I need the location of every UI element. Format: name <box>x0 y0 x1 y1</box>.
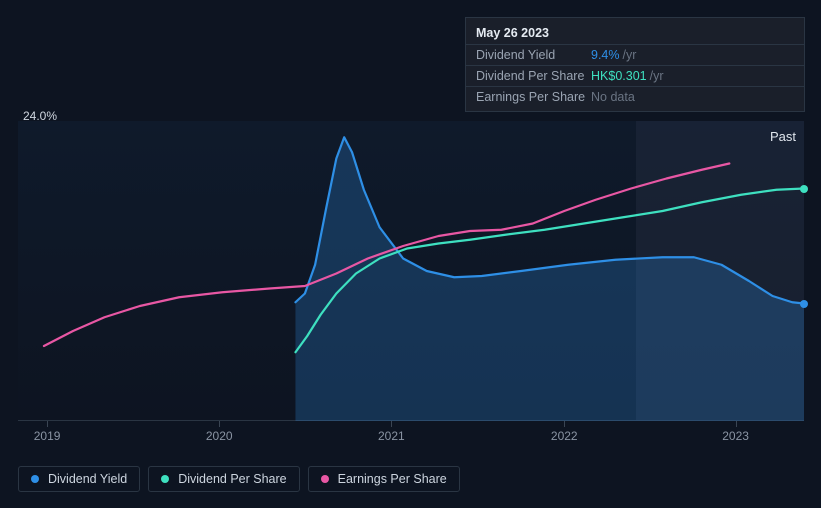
legend-dot-icon <box>161 475 169 483</box>
tooltip-row-suffix: /yr <box>623 48 637 62</box>
legend: Dividend Yield Dividend Per Share Earnings… <box>18 466 460 492</box>
x-tick-mark <box>47 421 48 427</box>
x-tick-label: 2019 <box>34 429 61 443</box>
dividend_yield-fill <box>295 137 804 421</box>
x-tick-mark <box>391 421 392 427</box>
legend-label: Dividend Yield <box>48 472 127 486</box>
tooltip-rows: Dividend Yield9.4%/yrDividend Per ShareH… <box>466 45 804 107</box>
x-tick-mark <box>219 421 220 427</box>
x-tick-label: 2020 <box>206 429 233 443</box>
tooltip-row: Earnings Per ShareNo data <box>466 87 804 107</box>
tooltip-panel: May 26 2023 Dividend Yield9.4%/yrDividen… <box>465 17 805 112</box>
x-tick-label: 2023 <box>722 429 749 443</box>
tooltip-row-value: HK$0.301 <box>591 69 647 83</box>
x-tick-mark <box>736 421 737 427</box>
x-tick-label: 2021 <box>378 429 405 443</box>
legend-item[interactable]: Dividend Yield <box>18 466 140 492</box>
x-tick-label: 2022 <box>551 429 578 443</box>
tooltip-row-value: No data <box>591 90 635 104</box>
tooltip-row-label: Dividend Per Share <box>476 69 591 83</box>
legend-item[interactable]: Dividend Per Share <box>148 466 299 492</box>
tooltip-row-label: Dividend Yield <box>476 48 591 62</box>
legend-item[interactable]: Earnings Per Share <box>308 466 460 492</box>
tooltip-row: Dividend Yield9.4%/yr <box>466 45 804 66</box>
dividend_per_share-end-dot <box>800 185 808 193</box>
plot-area[interactable]: Past <box>18 121 804 421</box>
legend-label: Earnings Per Share <box>338 472 447 486</box>
legend-label: Dividend Per Share <box>178 472 286 486</box>
tooltip-row-value: 9.4% <box>591 48 620 62</box>
tooltip-row-suffix: /yr <box>650 69 664 83</box>
legend-dot-icon <box>31 475 39 483</box>
chart-svg <box>18 121 804 421</box>
legend-dot-icon <box>321 475 329 483</box>
tooltip-row-label: Earnings Per Share <box>476 90 591 104</box>
chart-container: 24.0% 0% Past 20192020202120222023 <box>18 121 804 426</box>
x-tick-mark <box>564 421 565 427</box>
tooltip-date: May 26 2023 <box>466 22 804 45</box>
dividend_yield-end-dot <box>800 300 808 308</box>
tooltip-row: Dividend Per ShareHK$0.301/yr <box>466 66 804 87</box>
